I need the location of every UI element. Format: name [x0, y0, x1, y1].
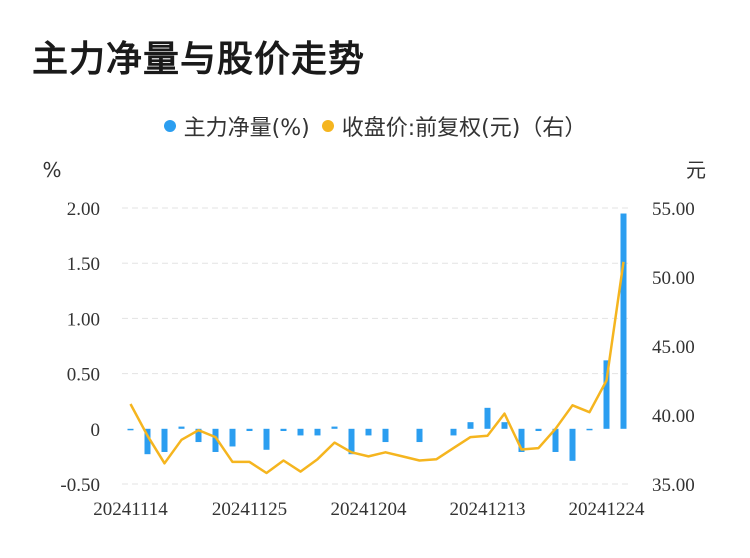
axis-labels: % 元 2.00 1.50 1.00 0.50 0 -0.50 55.00 50.00 45.0…	[42, 158, 706, 520]
left-axis-tick-label: 0	[91, 420, 101, 441]
bar	[416, 428, 423, 443]
bar	[161, 428, 168, 452]
bar	[297, 428, 304, 436]
bar	[127, 428, 134, 431]
bar	[195, 428, 202, 443]
bar	[280, 428, 287, 432]
x-axis-tick-label: 20241114	[93, 499, 168, 520]
bar	[348, 428, 355, 455]
x-axis-tick-label: 20241125	[212, 499, 287, 520]
left-axis-tick-label: 0.50	[67, 365, 100, 386]
bar	[552, 428, 559, 452]
left-axis-unit: %	[42, 158, 61, 182]
left-axis-tick-label: 2.00	[67, 199, 100, 220]
bar	[263, 428, 270, 450]
right-axis-tick-label: 40.00	[652, 406, 695, 427]
bar	[178, 426, 185, 429]
bar	[450, 428, 457, 436]
bar	[535, 428, 542, 432]
left-axis-tick-label: 1.00	[67, 309, 100, 330]
legend-line-marker	[321, 120, 334, 132]
bar	[331, 426, 338, 429]
bar	[382, 428, 389, 443]
bar	[314, 428, 321, 436]
bar	[467, 422, 474, 429]
bar	[518, 428, 525, 452]
x-axis-tick-label: 20241204	[331, 499, 408, 520]
bar	[620, 213, 627, 429]
right-axis-tick-label: 35.00	[652, 475, 695, 496]
bar-series	[127, 213, 627, 461]
x-axis-tick-label: 20241213	[450, 499, 526, 520]
left-axis-tick-label: -0.50	[60, 475, 100, 496]
price-line-series	[129, 261, 625, 475]
legend-item-line[interactable]: 收盘价:前复权(元)（右）	[321, 110, 587, 142]
price-line	[129, 261, 625, 475]
right-axis-unit: 元	[686, 158, 706, 182]
bar	[229, 428, 236, 447]
bar	[212, 428, 219, 452]
right-axis-tick-label: 55.00	[652, 199, 695, 220]
bar	[365, 428, 372, 436]
chart-title: 主力净量与股价走势	[32, 39, 366, 80]
x-axis-tick-label: 20241224	[569, 499, 646, 520]
right-axis-tick-label: 50.00	[652, 268, 695, 289]
legend-line-label: 收盘价:前复权(元)（右）	[341, 116, 587, 141]
grid-lines	[122, 207, 632, 485]
legend-bar-label: 主力净量(%)	[183, 116, 310, 141]
bar	[569, 428, 576, 461]
bar	[484, 407, 491, 429]
bar	[246, 428, 253, 432]
bar	[586, 428, 593, 431]
legend-item-bar[interactable]: 主力净量(%)	[163, 110, 310, 142]
bar	[603, 360, 610, 429]
bar	[501, 422, 508, 429]
chart-legend: 主力净量(%) 收盘价:前复权(元)（右）	[0, 110, 750, 142]
bar	[144, 428, 151, 455]
legend-bar-marker	[163, 120, 176, 132]
left-axis-tick-label: 1.50	[67, 254, 100, 275]
right-axis-tick-label: 45.00	[652, 337, 695, 358]
